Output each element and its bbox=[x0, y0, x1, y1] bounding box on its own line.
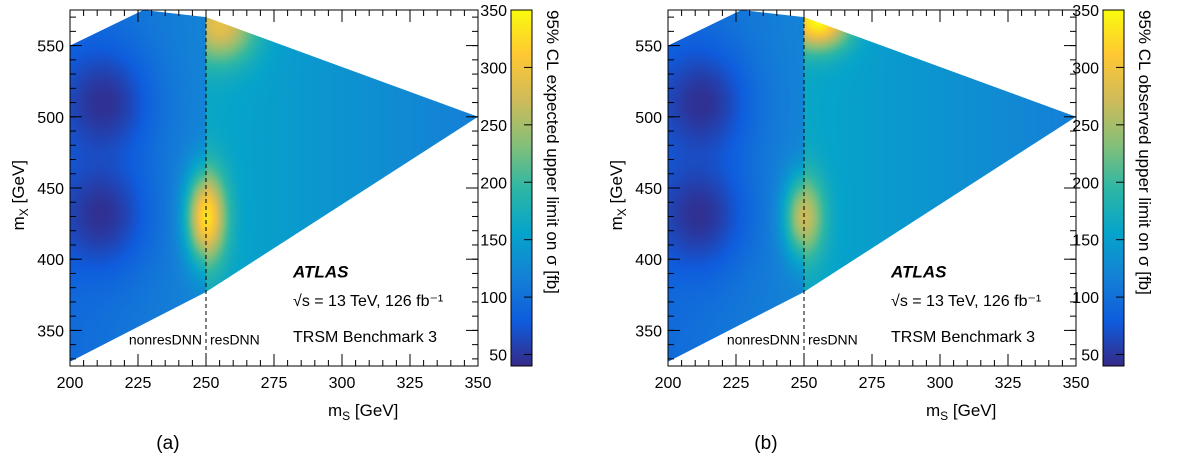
y-tick-label: 400 bbox=[635, 252, 662, 269]
x-tick-label: 275 bbox=[859, 375, 886, 392]
x-axis-label: mS [GeV] bbox=[926, 401, 996, 423]
colorbar-tick-label: 100 bbox=[1072, 290, 1099, 307]
x-tick-label: 350 bbox=[1063, 375, 1090, 392]
res-region-label: resDNN bbox=[210, 332, 260, 348]
x-tick-label: 225 bbox=[125, 375, 152, 392]
x-tick-label: 250 bbox=[193, 375, 220, 392]
heatmap-panel-2: 200 225 250 275 300 325 350 350 400 450 500 550 mS [… bbox=[607, 3, 1154, 454]
benchmark-label: TRSM Benchmark 3 bbox=[293, 329, 437, 346]
y-tick-label: 550 bbox=[635, 39, 662, 56]
heatmap-surface bbox=[668, 10, 1076, 362]
y-tick-label: 500 bbox=[635, 110, 662, 127]
y-tick-label: 350 bbox=[37, 323, 64, 340]
x-tick-label: 225 bbox=[723, 375, 750, 392]
colorbar-label: 95% CL expected upper limit on σ [fb] bbox=[543, 10, 562, 294]
x-tick-label: 275 bbox=[261, 375, 288, 392]
y-tick-label: 550 bbox=[37, 39, 64, 56]
colorbar-tick-label: 300 bbox=[1072, 60, 1099, 77]
energy-label: √s = 13 TeV, 126 fb⁻¹ bbox=[891, 293, 1041, 310]
colorbar-tick-label: 300 bbox=[480, 60, 507, 77]
colorbar-tick-label: 250 bbox=[480, 118, 507, 135]
x-tick-label: 200 bbox=[57, 375, 84, 392]
x-tick-label: 300 bbox=[329, 375, 356, 392]
nonres-region-label: nonresDNN bbox=[727, 332, 800, 348]
y-tick-label: 450 bbox=[37, 181, 64, 198]
y-tick-label: 350 bbox=[635, 323, 662, 340]
colorbar-tick-label: 50 bbox=[489, 348, 507, 365]
heatmap-panel-1: 200 225 250 275 300 325 350 350 400 450 500 550 mS [… bbox=[9, 3, 562, 454]
experiment-label: ATLAS bbox=[890, 263, 947, 282]
colorbar bbox=[510, 9, 533, 367]
colorbar bbox=[1102, 9, 1125, 367]
x-tick-label: 300 bbox=[927, 375, 954, 392]
x-tick-label: 325 bbox=[397, 375, 424, 392]
x-tick-label: 325 bbox=[995, 375, 1022, 392]
colorbar-tick-label: 50 bbox=[1081, 348, 1099, 365]
colorbar-tick-label: 250 bbox=[1072, 118, 1099, 135]
x-axis-label: mS [GeV] bbox=[328, 401, 398, 423]
colorbar-label: 95% CL observed upper limit on σ [fb] bbox=[1135, 10, 1154, 295]
energy-label: √s = 13 TeV, 126 fb⁻¹ bbox=[293, 293, 443, 310]
colorbar-tick-label: 350 bbox=[480, 3, 507, 20]
panel-label: (a) bbox=[156, 433, 179, 454]
colorbar-tick-label: 350 bbox=[1072, 3, 1099, 20]
panel-label: (b) bbox=[754, 433, 777, 454]
colorbar-tick-label: 150 bbox=[1072, 233, 1099, 250]
heatmap-surface bbox=[70, 10, 478, 362]
x-tick-label: 350 bbox=[465, 375, 492, 392]
colorbar-tick-label: 200 bbox=[1072, 175, 1099, 192]
y-tick-label: 400 bbox=[37, 252, 64, 269]
benchmark-label: TRSM Benchmark 3 bbox=[891, 329, 1035, 346]
colorbar-tick-label: 100 bbox=[480, 290, 507, 307]
y-tick-label: 450 bbox=[635, 181, 662, 198]
x-tick-label: 250 bbox=[791, 375, 818, 392]
x-tick-label: 200 bbox=[655, 375, 682, 392]
colorbar-tick-label: 150 bbox=[480, 233, 507, 250]
nonres-region-label: nonresDNN bbox=[129, 332, 202, 348]
colorbar-tick-label: 200 bbox=[480, 175, 507, 192]
y-axis-label: mX [GeV] bbox=[607, 160, 629, 230]
experiment-label: ATLAS bbox=[292, 263, 349, 282]
y-tick-label: 500 bbox=[37, 110, 64, 127]
y-axis-label: mX [GeV] bbox=[9, 160, 31, 230]
res-region-label: resDNN bbox=[808, 332, 858, 348]
